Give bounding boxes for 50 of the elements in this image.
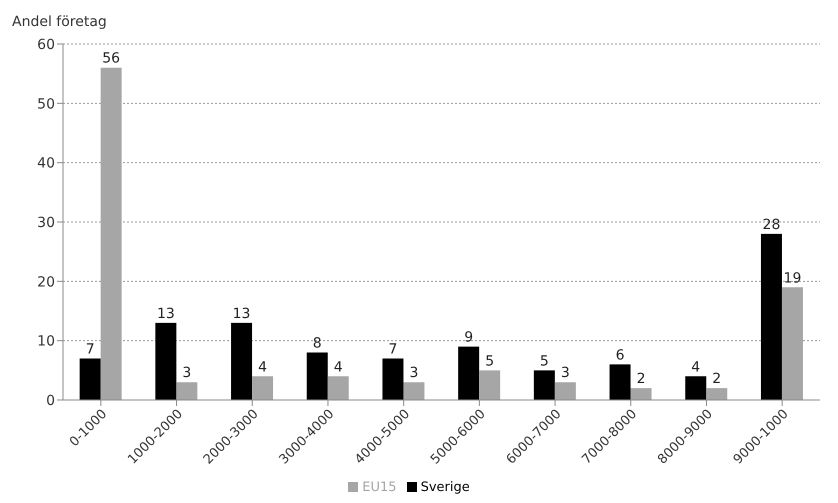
data-label: 28 bbox=[762, 216, 780, 233]
bar bbox=[534, 370, 555, 400]
data-label: 8 bbox=[312, 336, 322, 352]
bar bbox=[80, 358, 101, 400]
bar bbox=[685, 376, 706, 400]
data-label: 5 bbox=[540, 353, 549, 370]
data-label: 7 bbox=[388, 341, 398, 358]
bar bbox=[252, 376, 274, 400]
data-label: 2 bbox=[636, 371, 646, 388]
data-label: 9 bbox=[464, 330, 474, 346]
data-label: 4 bbox=[258, 359, 268, 376]
bar bbox=[100, 68, 122, 400]
y-tick-label: 60 bbox=[37, 36, 55, 53]
bar bbox=[630, 388, 652, 400]
data-label: 4 bbox=[691, 359, 700, 376]
y-tick-label: 10 bbox=[37, 334, 55, 350]
bar bbox=[706, 388, 728, 400]
bar bbox=[760, 234, 782, 400]
bar bbox=[382, 358, 404, 400]
bar bbox=[176, 382, 198, 400]
data-label: 3 bbox=[560, 365, 570, 382]
data-label: 3 bbox=[182, 365, 192, 382]
data-label: 7 bbox=[86, 341, 95, 358]
data-label: 6 bbox=[616, 347, 625, 364]
data-label: 4 bbox=[334, 359, 343, 376]
data-label: 5 bbox=[485, 353, 494, 370]
y-tick-label: 20 bbox=[37, 274, 55, 290]
data-label: 2 bbox=[712, 371, 722, 388]
y-axis-title: Andel företag bbox=[12, 14, 107, 30]
y-tick-label: 30 bbox=[37, 214, 55, 231]
data-label: 19 bbox=[784, 270, 802, 286]
bar bbox=[328, 376, 349, 400]
data-label: 13 bbox=[232, 306, 250, 322]
bar bbox=[554, 382, 576, 400]
legend-label: Sverige bbox=[420, 480, 470, 495]
legend-label: EU15 bbox=[362, 480, 397, 495]
data-label: 13 bbox=[156, 306, 175, 322]
y-tick-label: 40 bbox=[37, 156, 55, 172]
data-label: 56 bbox=[102, 50, 120, 67]
bar bbox=[231, 322, 252, 400]
bar bbox=[458, 346, 480, 400]
bar bbox=[782, 287, 803, 400]
bar bbox=[479, 370, 500, 400]
y-tick-label: 0 bbox=[46, 392, 55, 409]
bar bbox=[610, 364, 631, 400]
bar bbox=[403, 382, 424, 400]
bar bbox=[306, 352, 328, 400]
data-label: 3 bbox=[409, 365, 418, 382]
bar bbox=[155, 322, 176, 400]
y-tick-label: 50 bbox=[37, 96, 55, 112]
